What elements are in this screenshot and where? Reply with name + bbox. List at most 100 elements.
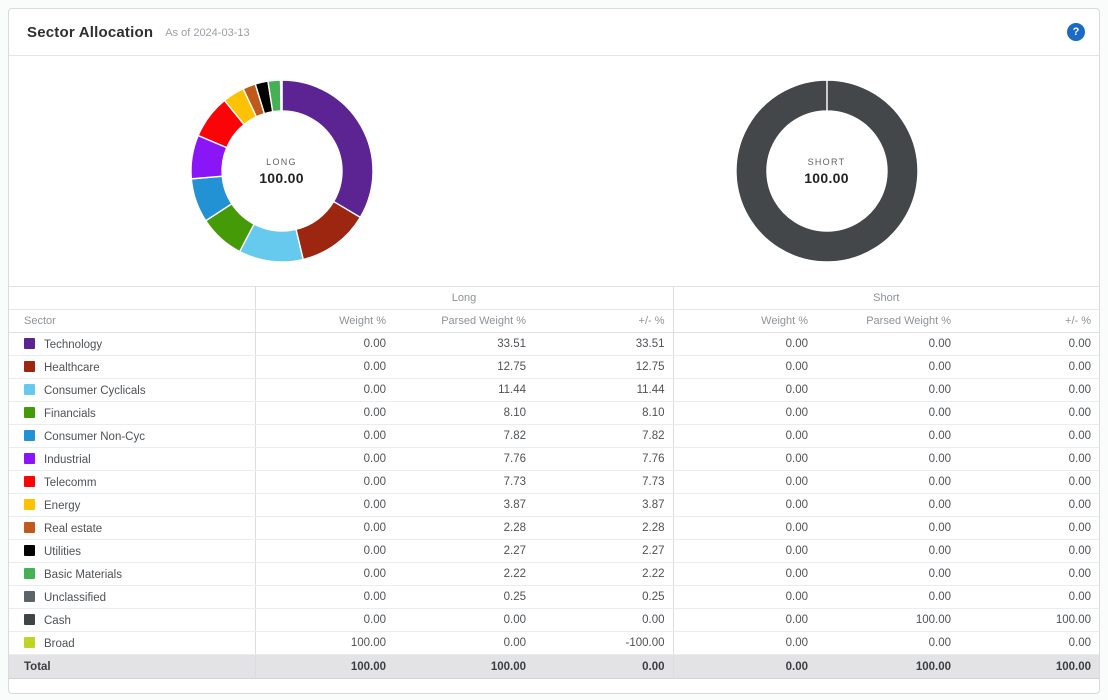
col-header-long-plusminus: +/- % <box>534 309 674 333</box>
sector-label: Cash <box>44 614 71 627</box>
sector-label: Real estate <box>44 522 103 535</box>
sector-label: Basic Materials <box>44 568 122 581</box>
col-header-long-parsed: Parsed Weight % <box>394 309 534 333</box>
table-row-consumer-non-cyc: Consumer Non-Cyc 0.00 7.82 7.82 0.00 0.00 0.00 <box>9 424 1099 448</box>
financials-long-value-1: 8.10 <box>394 401 534 425</box>
sector-label: Broad <box>44 637 75 650</box>
allocation-table: Long Short Sector Weight % Parsed Weight… <box>9 286 1099 679</box>
sector-allocation-panel: Sector Allocation As of 2024-03-13 ? LON… <box>8 8 1100 694</box>
energy-long-value-1: 3.87 <box>394 493 534 517</box>
sector-cell-healthcare: Healthcare <box>9 355 255 379</box>
consumer-non-cyc-long-value-0: 0.00 <box>254 424 394 448</box>
help-icon[interactable]: ? <box>1067 23 1085 41</box>
healthcare-long-value-1: 12.75 <box>394 355 534 379</box>
consumer-non-cyc-long-value-2: 7.82 <box>534 424 674 448</box>
real-estate-long-value-2: 2.28 <box>534 516 674 540</box>
short-chart-area: SHORT 100.00 <box>554 56 1099 286</box>
broad-short-value-1: 0.00 <box>816 631 960 655</box>
energy-short-value-1: 0.00 <box>816 493 960 517</box>
energy-short-value-2: 0.00 <box>959 493 1099 517</box>
col-header-sector: Sector <box>9 309 255 333</box>
consumer-cyclicals-long-value-2: 11.44 <box>534 378 674 402</box>
consumer-non-cyc-short-value-0: 0.00 <box>672 424 817 448</box>
industrial-short-value-1: 0.00 <box>816 447 960 471</box>
table-row-financials: Financials 0.00 8.10 8.10 0.00 0.00 0.00 <box>9 401 1099 425</box>
sector-color-swatch <box>24 498 35 510</box>
consumer-non-cyc-short-value-2: 0.00 <box>959 424 1099 448</box>
sector-color-swatch <box>24 544 35 556</box>
healthcare-short-value-0: 0.00 <box>672 355 817 379</box>
page-title: Sector Allocation <box>27 23 154 41</box>
col-header-short-weight: Weight % <box>672 309 817 333</box>
table-row-cash: Cash 0.00 0.00 0.00 0.00 100.00 100.00 <box>9 608 1099 632</box>
sector-cell-telecomm: Telecomm <box>9 470 255 494</box>
industrial-long-value-2: 7.76 <box>534 447 674 471</box>
unclassified-long-value-0: 0.00 <box>254 585 394 609</box>
consumer-non-cyc-long-value-1: 7.82 <box>394 424 534 448</box>
table-row-healthcare: Healthcare 0.00 12.75 12.75 0.00 0.00 0.00 <box>9 355 1099 379</box>
total-short-parsed: 100.00 <box>816 654 960 679</box>
consumer-cyclicals-long-value-1: 11.44 <box>394 378 534 402</box>
col-header-short-parsed: Parsed Weight % <box>816 309 960 333</box>
table-row-consumer-cyclicals: Consumer Cyclicals 0.00 11.44 11.44 0.00 0.00… <box>9 378 1099 402</box>
healthcare-short-value-2: 0.00 <box>959 355 1099 379</box>
sector-cell-energy: Energy <box>9 493 255 517</box>
industrial-long-value-1: 7.76 <box>394 447 534 471</box>
sector-color-swatch <box>24 521 35 533</box>
sector-color-swatch <box>24 383 35 395</box>
technology-long-value-0: 0.00 <box>254 332 394 356</box>
long-chart-area: LONG 100.00 <box>9 56 554 286</box>
technology-short-value-0: 0.00 <box>672 332 817 356</box>
utilities-long-value-0: 0.00 <box>254 539 394 563</box>
utilities-long-value-2: 2.27 <box>534 539 674 563</box>
basic-materials-short-value-1: 0.00 <box>816 562 960 586</box>
telecomm-long-value-1: 7.73 <box>394 470 534 494</box>
energy-long-value-2: 3.87 <box>534 493 674 517</box>
healthcare-long-value-2: 12.75 <box>534 355 674 379</box>
industrial-short-value-0: 0.00 <box>672 447 817 471</box>
industrial-long-value-0: 0.00 <box>254 447 394 471</box>
unclassified-short-value-2: 0.00 <box>959 585 1099 609</box>
panel-header: Sector Allocation As of 2024-03-13 ? <box>9 9 1099 56</box>
group-header-empty <box>9 286 255 310</box>
total-label: Total <box>9 654 255 679</box>
donut-chart-short: SHORT 100.00 <box>732 76 922 266</box>
table-row-energy: Energy 0.00 3.87 3.87 0.00 0.00 0.00 <box>9 493 1099 517</box>
industrial-short-value-2: 0.00 <box>959 447 1099 471</box>
utilities-short-value-1: 0.00 <box>816 539 960 563</box>
cash-short-value-1: 100.00 <box>816 608 960 632</box>
table-row-broad: Broad 100.00 0.00 -100.00 0.00 0.00 0.00 <box>9 631 1099 655</box>
sector-label: Utilities <box>44 545 82 558</box>
technology-long-value-2: 33.51 <box>534 332 674 356</box>
sector-color-swatch <box>24 475 35 487</box>
sector-label: Telecomm <box>44 476 97 489</box>
real-estate-long-value-0: 0.00 <box>254 516 394 540</box>
real-estate-short-value-0: 0.00 <box>672 516 817 540</box>
unclassified-long-value-1: 0.25 <box>394 585 534 609</box>
unclassified-short-value-1: 0.00 <box>816 585 960 609</box>
group-header-short: Short <box>672 286 1099 310</box>
real-estate-short-value-1: 0.00 <box>816 516 960 540</box>
consumer-non-cyc-short-value-1: 0.00 <box>816 424 960 448</box>
utilities-short-value-2: 0.00 <box>959 539 1099 563</box>
sector-label: Industrial <box>44 453 91 466</box>
donut-segment-technology <box>280 79 374 219</box>
sector-cell-consumer-cyclicals: Consumer Cyclicals <box>9 378 255 402</box>
real-estate-long-value-1: 2.28 <box>394 516 534 540</box>
table-row-basic-materials: Basic Materials 0.00 2.22 2.22 0.00 0.00 0.00 <box>9 562 1099 586</box>
table-row-unclassified: Unclassified 0.00 0.25 0.25 0.00 0.00 0.00 <box>9 585 1099 609</box>
basic-materials-long-value-0: 0.00 <box>254 562 394 586</box>
financials-long-value-2: 8.10 <box>534 401 674 425</box>
sector-color-swatch <box>24 636 35 648</box>
financials-short-value-1: 0.00 <box>816 401 960 425</box>
technology-short-value-2: 0.00 <box>959 332 1099 356</box>
financials-short-value-2: 0.00 <box>959 401 1099 425</box>
table-row-telecomm: Telecomm 0.00 7.73 7.73 0.00 0.00 0.00 <box>9 470 1099 494</box>
broad-long-value-1: 0.00 <box>394 631 534 655</box>
total-short-plusminus: 100.00 <box>959 654 1099 679</box>
sector-cell-broad: Broad <box>9 631 255 655</box>
total-short-weight: 0.00 <box>672 654 817 679</box>
donut-segment-unclassified <box>279 79 283 112</box>
sector-color-swatch <box>24 452 35 464</box>
utilities-long-value-1: 2.27 <box>394 539 534 563</box>
